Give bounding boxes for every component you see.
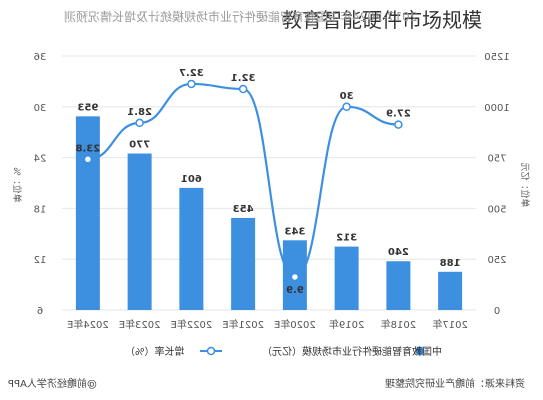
bar [127,153,152,310]
right-axis-ticks: 0 250 500 750 1000 1250 [484,52,509,317]
x-tick-label: 2020年E [274,318,316,331]
x-tick-label: 2024年E [67,318,109,331]
left-axis-ticks: 6 12 18 24 30 36 [34,52,47,317]
right-tick-label: 1250 [484,52,509,63]
headline-title: 教育智能硬件市场规模 [282,8,482,32]
bar-value-label: 453 [233,204,254,215]
growth-point [135,118,144,128]
growth-value-label: 9.9 [286,285,304,296]
growth-point [238,84,248,94]
left-tick-label: 36 [34,52,47,63]
bar-value-label: 770 [129,140,150,151]
legend-line-swatch-dot [206,346,216,356]
bar-value-label: 188 [440,258,461,269]
bar [334,246,359,310]
growth-line-series [83,79,403,282]
growth-point [187,79,196,89]
growth-value-label: 30 [340,91,354,102]
legend-bar-swatch [415,346,425,356]
growth-value-label: 23.8 [76,143,101,154]
growth-value-label: 32.1 [231,73,256,84]
growth-value-label: 28.1 [127,107,152,118]
bar [386,261,411,310]
x-tick-label: 2022年E [170,318,212,331]
source-note: 资料来源：前瞻产业研究院整理 [385,379,525,390]
legend [200,346,425,356]
growth-value-label: 27.9 [386,109,411,120]
legend-bar-label: 中国教育智能硬件行业市场规模（亿元） [262,347,442,358]
bar-value-label: 240 [388,247,409,258]
growth-point [394,120,403,129]
x-tick-label: 2018年 [381,318,416,331]
left-tick-label: 12 [34,255,47,266]
bar-series [75,116,463,310]
bar [231,217,256,310]
x-axis-ticks: 2024年E 2023年E 2022年E 2021年E 2020年E 2019年 2018年… [67,318,468,331]
bar-value-label: 953 [77,102,98,113]
app-credit: @前瞻经济学人APP [8,379,97,390]
left-tick-label: 6 [37,306,43,317]
right-tick-label: 750 [487,154,506,165]
x-tick-label: 2023年E [119,318,161,331]
right-tick-label: 0 [494,306,500,317]
bar-value-label: 312 [336,233,357,244]
axis-titles: 单位：% 单位：亿元 [11,162,531,207]
bar [75,116,100,310]
legend-line-label: 增长率（%） [125,347,185,358]
right-tick-label: 250 [487,255,506,266]
left-tick-label: 18 [34,204,47,215]
right-tick-label: 500 [487,204,506,215]
growth-point [290,272,300,282]
right-axis-title: 单位：亿元 [519,162,531,207]
bar [438,271,463,310]
left-tick-label: 24 [34,154,47,165]
bar-value-labels: 953 770 601 453 343 312 240 188 [77,102,460,268]
left-tick-label: 30 [34,103,47,114]
x-tick-label: 2019年 [329,318,364,331]
growth-value-labels: 23.8 28.1 32.7 32.1 9.9 30 27.9 [76,68,411,296]
bar-value-label: 343 [284,226,305,237]
x-tick-label: 2017年 [432,318,467,331]
right-tick-label: 1000 [484,103,509,114]
bar [179,187,204,310]
bar-value-label: 601 [181,174,202,185]
x-tick-label: 2021年E [222,318,264,331]
growth-point [342,102,351,112]
growth-point [83,155,93,164]
left-axis-title: 单位：% [11,167,23,203]
growth-value-label: 32.7 [179,68,204,79]
